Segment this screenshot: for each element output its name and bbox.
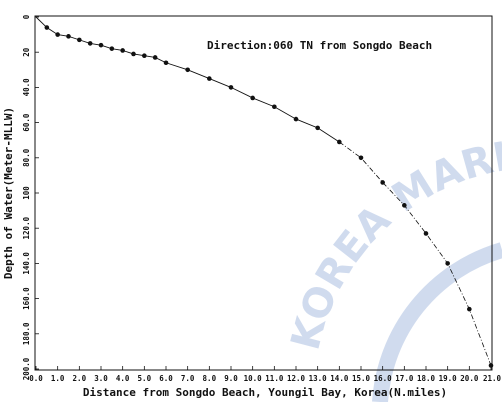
x-tick-label: 4.0 <box>116 374 130 383</box>
data-marks <box>35 16 494 368</box>
depth-profile-line-offshore <box>339 141 492 366</box>
data-point <box>488 363 494 368</box>
data-point <box>423 231 429 236</box>
axis-ticks: 0.0 1.0 2.0 3.0 4.0 5.0 6.0 7.0 8.0 9.0 10.0 11.0 12… <box>22 14 501 383</box>
x-tick-label: 7.0 <box>181 374 195 383</box>
x-axis-label: Distance from Songdo Beach, Youngil Bay,… <box>83 386 447 399</box>
data-point <box>467 306 472 312</box>
y-tick-label: 180.0 <box>22 322 31 345</box>
data-point <box>315 125 320 131</box>
x-tick-label: 6.0 <box>159 374 173 383</box>
data-point <box>228 85 234 90</box>
data-point <box>87 41 93 46</box>
data-point <box>120 48 125 53</box>
x-tick-label: 19.0 <box>439 374 458 383</box>
x-tick-label: 20.0 <box>460 374 479 383</box>
data-point <box>250 95 255 101</box>
data-point <box>142 53 147 59</box>
data-point <box>77 37 82 43</box>
data-point <box>98 42 104 48</box>
data-point <box>109 46 115 51</box>
data-point <box>55 32 60 37</box>
data-point <box>293 116 299 122</box>
data-point <box>152 55 158 60</box>
y-tick-label: 60.0 <box>22 113 31 132</box>
x-tick-label: 9.0 <box>224 374 238 383</box>
data-point <box>44 25 50 30</box>
y-tick-label: 160.0 <box>22 287 31 310</box>
x-tick-label: 18.0 <box>417 374 436 383</box>
data-point <box>207 76 212 81</box>
data-point <box>66 34 71 39</box>
y-tick-label: 0 <box>22 14 31 19</box>
data-point <box>380 180 385 185</box>
y-tick-label: 20 <box>22 47 31 57</box>
x-tick-label: 12.0 <box>287 374 306 383</box>
watermark-arc <box>372 242 502 402</box>
x-tick-label: 5.0 <box>138 374 152 383</box>
y-axis-label: Depth of Water(Meter-MLLW) <box>2 107 15 279</box>
x-tick-label: 11.0 <box>265 374 284 383</box>
depth-profile-line <box>35 16 340 143</box>
x-tick-label: 10.0 <box>244 374 263 383</box>
data-point <box>131 51 136 57</box>
direction-annotation: Direction:060 TN from Songdo Beach <box>207 39 432 52</box>
data-point <box>358 155 364 161</box>
watermark: KOREA MARIT <box>283 131 502 402</box>
data-point <box>337 139 342 145</box>
x-tick-label: 0.0 <box>29 374 43 383</box>
x-tick-label: 2.0 <box>73 374 87 383</box>
y-tick-label: 140.0 <box>22 252 31 275</box>
x-tick-label: 1.0 <box>51 374 65 383</box>
data-point <box>272 104 277 110</box>
data-point <box>163 60 169 66</box>
x-tick-label: 13.0 <box>309 374 328 383</box>
x-tick-label: 17.0 <box>395 374 414 383</box>
x-tick-label: 8.0 <box>203 374 217 383</box>
x-tick-label: 14.0 <box>330 374 349 383</box>
y-tick-label: 200.0 <box>22 357 31 380</box>
x-tick-label: 15.0 <box>352 374 371 383</box>
x-tick-label: 16.0 <box>374 374 393 383</box>
data-point <box>185 67 190 73</box>
data-point <box>445 261 450 266</box>
watermark-text-content: KOREA MARIT <box>283 131 502 354</box>
x-tick-label: 21.0 <box>483 374 502 383</box>
watermark-text: KOREA MARIT <box>283 131 502 354</box>
y-tick-label: 120.0 <box>22 216 31 239</box>
y-tick-label: 40.0 <box>22 78 31 97</box>
y-tick-label: 100 <box>22 186 31 200</box>
data-point <box>402 203 407 208</box>
x-tick-label: 3.0 <box>94 374 108 383</box>
y-tick-label: 80.0 <box>22 148 31 167</box>
